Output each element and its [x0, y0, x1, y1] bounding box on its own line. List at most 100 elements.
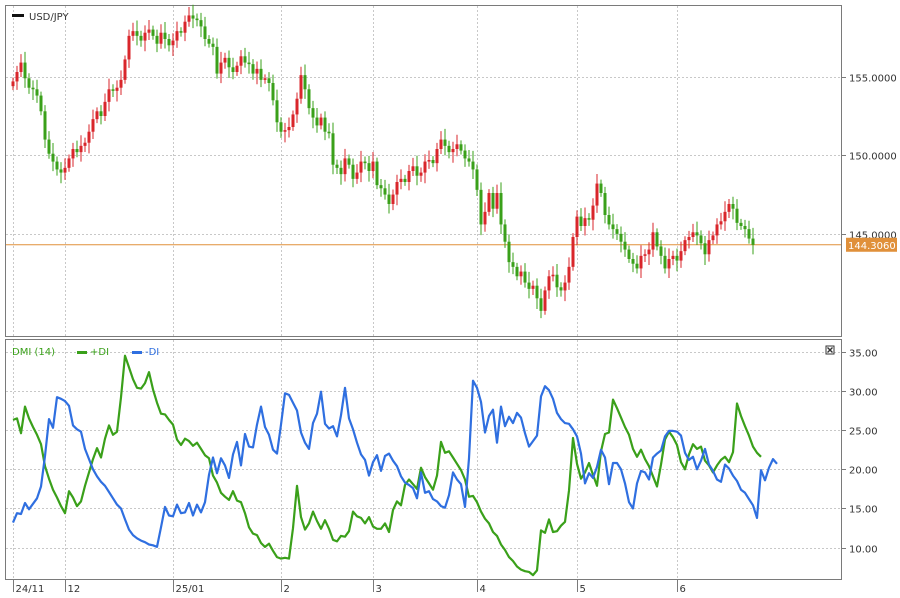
candle-body [439, 139, 443, 149]
candle-body [487, 193, 491, 212]
candle-body [727, 204, 731, 212]
candle-body [435, 149, 439, 164]
x-tick-label: 24/11 [16, 584, 45, 595]
candle-body [587, 218, 591, 220]
candle-body [511, 262, 515, 267]
candle-body [259, 68, 263, 80]
candle-body [451, 149, 455, 153]
candle-body [459, 144, 463, 151]
candle-body [423, 161, 427, 173]
candle-body [427, 160, 431, 162]
candle-body [711, 235, 715, 241]
candle-body [227, 57, 231, 68]
dmi-title: DMI (14) [12, 347, 55, 358]
candle-body [175, 31, 179, 41]
plus-di-legend-label: +DI [90, 347, 109, 358]
candle-body [43, 111, 47, 140]
candle-body [119, 79, 123, 88]
x-tick-label: 12 [68, 584, 81, 595]
candle-body [71, 149, 75, 159]
candle-body [671, 255, 675, 259]
candle-body [575, 216, 579, 237]
close-icon[interactable] [827, 347, 833, 353]
dmi-grid [6, 340, 841, 579]
candle-body [75, 149, 79, 153]
candle-body [79, 145, 83, 153]
candle-body [483, 211, 487, 225]
candle-body [11, 81, 15, 87]
candle-body [331, 133, 335, 165]
candle-body [395, 182, 399, 195]
x-tick-label: 4 [480, 584, 486, 595]
candle-body [655, 232, 659, 247]
candle-body [47, 139, 51, 154]
candle-body [627, 249, 631, 259]
candle-body [543, 290, 547, 311]
candle-body [707, 240, 711, 255]
dmi-tick-label: 30.00 [849, 388, 878, 399]
candle-body [607, 215, 611, 225]
candle-body [447, 145, 451, 153]
candle-body [167, 39, 171, 46]
candle-body [631, 259, 635, 264]
candle-body [127, 35, 131, 60]
candle-body [415, 166, 419, 176]
candle-body [735, 208, 739, 223]
candle-body [635, 263, 639, 269]
candle-body [195, 18, 199, 21]
price-panel: 145.0000 150.0000 155.0000 144.3060 USD/JP… [5, 4, 897, 337]
candle-body [691, 232, 695, 237]
candle-body [619, 233, 623, 242]
candle-body [667, 259, 671, 269]
candle-body [239, 56, 243, 66]
candle-body [283, 130, 287, 132]
candle-body [647, 249, 651, 255]
candle-body [183, 21, 187, 33]
x-tick-label: 25/01 [176, 584, 205, 595]
minus-di-line [11, 379, 778, 549]
candle-body [295, 98, 299, 115]
candle-body [63, 167, 67, 173]
candle-body [67, 158, 71, 168]
x-tick-label: 5 [580, 584, 586, 595]
candle-body [31, 87, 35, 90]
candle-body [571, 237, 575, 267]
candle-body [163, 32, 167, 39]
current-price-label: 144.3060 [848, 241, 896, 252]
candle-body [467, 158, 471, 162]
price-tick-label: 150.0000 [849, 152, 897, 163]
candle-body [499, 193, 503, 225]
candle-body [199, 20, 203, 27]
candle-body [111, 89, 115, 91]
dmi-tick-label: 25.00 [849, 427, 878, 438]
candle-body [743, 226, 747, 230]
candle-body [215, 46, 219, 74]
candle-body [495, 193, 499, 209]
candle-body [235, 65, 239, 72]
close-panel-button[interactable] [825, 345, 835, 355]
dmi-tick-label: 10.00 [849, 545, 878, 556]
candles [11, 4, 755, 319]
candle-body [463, 150, 467, 159]
candle-body [715, 224, 719, 236]
candle-body [279, 122, 283, 132]
candle-body [747, 229, 751, 239]
candle-body [315, 117, 319, 126]
candle-body [147, 29, 151, 33]
candle-body [335, 164, 339, 168]
candle-body [103, 101, 107, 116]
candle-body [299, 75, 303, 99]
dmi-tick-label: 15.00 [849, 505, 878, 516]
candle-body [751, 238, 755, 245]
x-tick-label: 3 [376, 584, 382, 595]
price-legend-swatch [12, 14, 24, 17]
candle-body [91, 119, 95, 132]
candle-body [399, 178, 403, 182]
candle-body [171, 40, 175, 46]
candle-body [383, 188, 387, 195]
candle-body [303, 75, 307, 90]
candle-body [719, 221, 723, 225]
price-axis: 145.0000 150.0000 155.0000 [841, 74, 897, 242]
candle-body [363, 161, 367, 164]
